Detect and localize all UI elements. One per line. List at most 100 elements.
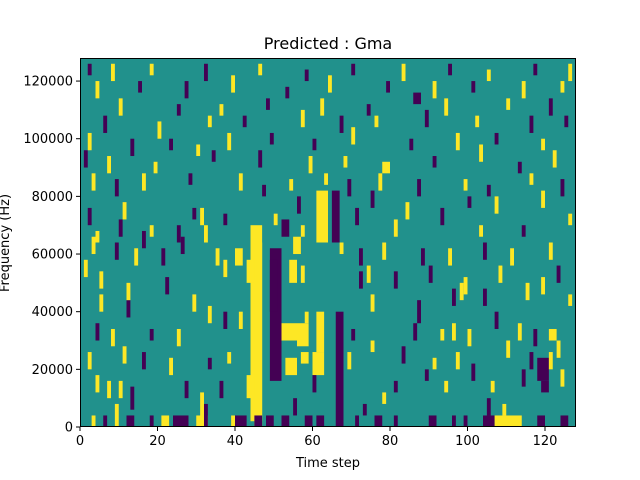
heatmap-cell-high xyxy=(343,156,348,168)
heatmap-cell-low xyxy=(281,415,290,427)
heatmap-cell-high xyxy=(300,225,305,237)
heatmap-cell-high xyxy=(293,236,301,255)
heatmap-cell-high xyxy=(126,282,131,301)
heatmap-cell-high xyxy=(281,323,297,341)
heatmap-cell-high xyxy=(541,138,545,151)
heatmap-cell-low xyxy=(560,179,565,197)
heatmap-cell-high xyxy=(204,225,208,243)
chart-title: Predicted : Gma xyxy=(264,34,392,53)
heatmap-cell-high xyxy=(134,248,139,266)
x-tick-label: 40 xyxy=(227,434,244,449)
heatmap-cell-low xyxy=(114,179,119,197)
heatmap-cell-low xyxy=(529,352,534,370)
x-tick-label: 60 xyxy=(304,434,321,449)
heatmap-cell-high xyxy=(374,115,379,128)
y-tick-label: 120000 xyxy=(23,75,73,90)
heatmap-cell-low xyxy=(258,150,263,168)
heatmap-cell-high xyxy=(455,132,460,151)
heatmap-cell-high xyxy=(300,352,309,364)
heatmap-cell-low xyxy=(393,271,398,289)
heatmap-cell-high xyxy=(405,202,410,220)
heatmap-cell-low xyxy=(262,184,266,197)
heatmap-cell-high xyxy=(227,352,232,364)
heatmap-cell-high xyxy=(273,213,278,226)
heatmap-cell-high xyxy=(95,230,100,243)
heatmap-cell-low xyxy=(211,150,216,162)
heatmap-cell-low xyxy=(269,259,278,312)
heatmap-cell-low xyxy=(126,415,135,427)
heatmap-cell-high xyxy=(289,259,297,283)
heatmap-cell-high xyxy=(378,173,383,191)
plot-frame xyxy=(80,58,576,427)
heatmap-cell-low xyxy=(393,415,398,427)
heatmap-cell-high xyxy=(459,282,464,301)
heatmap-cell-low xyxy=(452,415,456,427)
heatmap-cell-high xyxy=(91,415,96,427)
heatmap-cell-high xyxy=(455,352,460,370)
heatmap-cell-high xyxy=(142,173,146,191)
heatmap-cell-high xyxy=(285,357,297,376)
heatmap-cell-high xyxy=(297,323,309,347)
heatmap-cell-low xyxy=(533,63,538,76)
heatmap-cell-high xyxy=(118,380,123,399)
heatmap-cell-high xyxy=(351,127,356,145)
heatmap-cell-low xyxy=(266,415,274,427)
heatmap-cell-high xyxy=(111,328,115,347)
heatmap-cell-low xyxy=(339,115,344,133)
heatmap-cell-low xyxy=(471,81,476,93)
heatmap-cell-high xyxy=(192,294,197,312)
heatmap-cell-low xyxy=(517,161,522,174)
heatmap-cell-low xyxy=(486,398,491,416)
heatmap-cell-low xyxy=(417,300,421,324)
heatmap-cell-low xyxy=(428,265,433,283)
heatmap-cell-high xyxy=(529,173,534,185)
heatmap-cell-low xyxy=(103,415,108,427)
heatmap-cell-high xyxy=(95,375,100,393)
heatmap-cell-low xyxy=(312,138,317,151)
heatmap-cell-low xyxy=(293,398,297,416)
heatmap-cell-high xyxy=(91,236,96,255)
heatmap-cell-high xyxy=(231,75,235,93)
heatmap-cell-low xyxy=(432,156,437,168)
heatmap-cell-low xyxy=(192,207,197,220)
heatmap-cell-low xyxy=(266,98,270,110)
heatmap-cell-high xyxy=(324,173,328,185)
heatmap-cell-high xyxy=(238,311,243,329)
heatmap-cell-high xyxy=(122,346,127,364)
heatmap-cell-low xyxy=(409,138,414,151)
heatmap-cell-low xyxy=(471,363,476,381)
plot-area xyxy=(80,58,576,427)
heatmap-cell-low xyxy=(118,219,123,237)
heatmap-cell-high xyxy=(312,352,325,376)
x-tick-label: 120 xyxy=(533,434,558,449)
heatmap-cell-low xyxy=(401,346,406,364)
heatmap-cell-high xyxy=(157,121,162,139)
heatmap-cell-high xyxy=(568,294,573,306)
heatmap-cell-high xyxy=(568,213,573,226)
heatmap-cell-high xyxy=(452,323,456,341)
heatmap-cell-high xyxy=(99,271,104,289)
heatmap-cell-high xyxy=(366,265,371,283)
heatmap-cell-high xyxy=(517,323,522,341)
heatmap-cell-low xyxy=(351,63,356,76)
y-tick-label: 40000 xyxy=(32,305,73,320)
heatmap-cell-low xyxy=(331,190,340,243)
heatmap-cell-high xyxy=(87,132,92,151)
heatmap-cell-low xyxy=(421,248,425,266)
heatmap-cell-low xyxy=(235,415,247,427)
heatmap-cell-low xyxy=(424,109,429,128)
heatmap-cell-low xyxy=(285,86,290,99)
heatmap-cell-low xyxy=(417,179,421,197)
heatmap-cell-high xyxy=(432,81,437,99)
heatmap-cell-low xyxy=(413,323,418,341)
heatmap-cell-high xyxy=(525,282,530,301)
heatmap-cell-low xyxy=(541,380,549,393)
heatmap-cell-high xyxy=(320,98,325,116)
heatmap-cell-low xyxy=(223,311,228,329)
heatmap-cell-low xyxy=(374,415,383,427)
heatmap-cell-low xyxy=(176,225,181,243)
heatmap-cell-high xyxy=(227,132,232,151)
heatmap-cell-high xyxy=(548,328,557,341)
heatmap-cell-high xyxy=(200,207,204,226)
heatmap-cell-high xyxy=(122,202,127,220)
